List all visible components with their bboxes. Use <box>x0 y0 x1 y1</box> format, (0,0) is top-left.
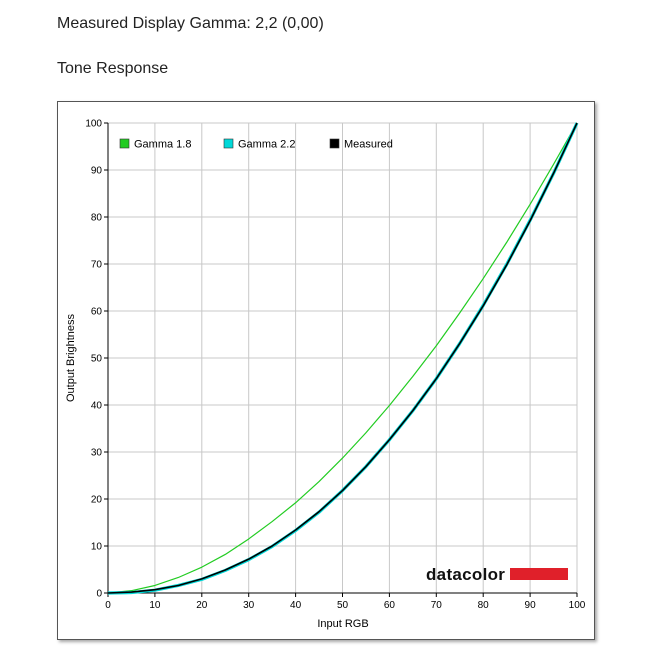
datacolor-logo: datacolor <box>426 565 568 584</box>
x-tick-label: 70 <box>431 600 443 611</box>
legend-label: Gamma 2.2 <box>238 139 295 151</box>
y-axis-label: Output Brightness <box>65 313 77 402</box>
y-tick-label: 80 <box>91 213 103 224</box>
x-tick-label: 60 <box>384 600 396 611</box>
x-tick-label: 100 <box>569 600 586 611</box>
y-tick-label: 40 <box>91 401 103 412</box>
x-tick-label: 20 <box>196 600 208 611</box>
legend: Gamma 1.8 Gamma 2.2 Measured <box>119 138 393 151</box>
legend-swatch <box>119 138 130 149</box>
x-tick-label: 10 <box>149 600 161 611</box>
x-tick-label: 50 <box>337 600 349 611</box>
x-axis-label: Input RGB <box>317 618 368 630</box>
y-tick-label: 70 <box>91 260 103 271</box>
tone-response-heading: Tone Response <box>57 60 169 77</box>
y-tick-label: 90 <box>91 166 103 177</box>
x-tick-label: 30 <box>243 600 255 611</box>
series-lines <box>107 122 579 595</box>
series-line-gamma-1-8 <box>107 122 578 594</box>
x-tick-label: 90 <box>525 600 537 611</box>
axes: 0 10 20 30 40 50 60 70 80 90 100 0 10 20 30 40 50 60 70 80 9… <box>85 119 585 612</box>
y-tick-label: 50 <box>91 354 103 365</box>
y-tick-label: 10 <box>91 542 103 553</box>
y-tick-label: 100 <box>85 119 102 130</box>
legend-label: Gamma 1.8 <box>134 139 191 151</box>
measured-gamma-heading: Measured Display Gamma: 2,2 (0,00) <box>57 15 324 32</box>
y-tick-label: 60 <box>91 307 103 318</box>
y-tick-label: 0 <box>96 589 102 600</box>
legend-label: Measured <box>344 139 393 151</box>
grid <box>107 122 578 594</box>
x-tick-label: 80 <box>478 600 490 611</box>
x-tick-label: 0 <box>105 600 111 611</box>
x-tick-label: 40 <box>290 600 302 611</box>
legend-swatch <box>223 138 234 149</box>
chart-frame: 0 10 20 30 40 50 60 70 80 90 100 0 10 20 30 40 50 60 70 80 9… <box>57 101 595 640</box>
tone-response-chart: 0 10 20 30 40 50 60 70 80 90 100 0 10 20 30 40 50 60 70 80 9… <box>65 119 586 631</box>
y-tick-label: 30 <box>91 448 103 459</box>
series-line-measured <box>107 122 578 594</box>
datacolor-logo-text: datacolor <box>426 565 505 584</box>
datacolor-logo-bar <box>510 568 568 580</box>
legend-swatch <box>329 138 340 149</box>
y-tick-label: 20 <box>91 495 103 506</box>
